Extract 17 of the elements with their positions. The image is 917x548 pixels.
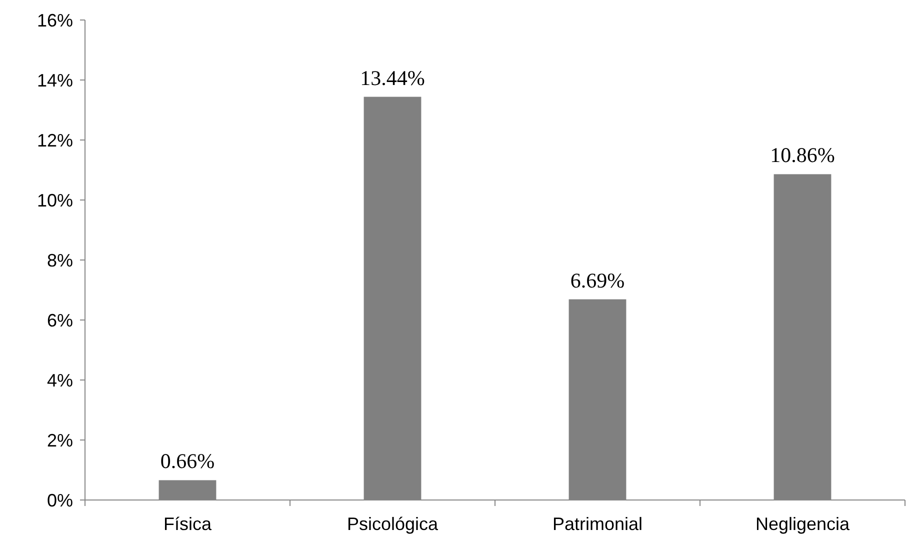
data-label: 10.86% <box>770 143 835 168</box>
y-tick-label: 6% <box>46 310 73 330</box>
y-tick-label: 8% <box>46 250 73 270</box>
x-tick-label: Negligencia <box>755 514 851 534</box>
x-tick-label: Psicológica <box>346 514 440 534</box>
data-label: 13.44% <box>360 66 425 90</box>
y-tick-label: 14% <box>36 70 73 90</box>
y-tick-label: 0% <box>46 490 73 510</box>
x-tick-label: Física <box>163 514 212 534</box>
data-label: 6.69% <box>570 268 625 292</box>
y-tick-label: 16% <box>36 10 73 30</box>
y-tick-label: 12% <box>36 130 73 150</box>
y-tick-label: 2% <box>46 430 73 450</box>
y-tick-label: 4% <box>46 370 73 390</box>
y-tick-label: 10% <box>36 190 73 210</box>
data-label: 0.66% <box>160 449 215 474</box>
x-tick-label: Patrimonial <box>552 514 643 534</box>
